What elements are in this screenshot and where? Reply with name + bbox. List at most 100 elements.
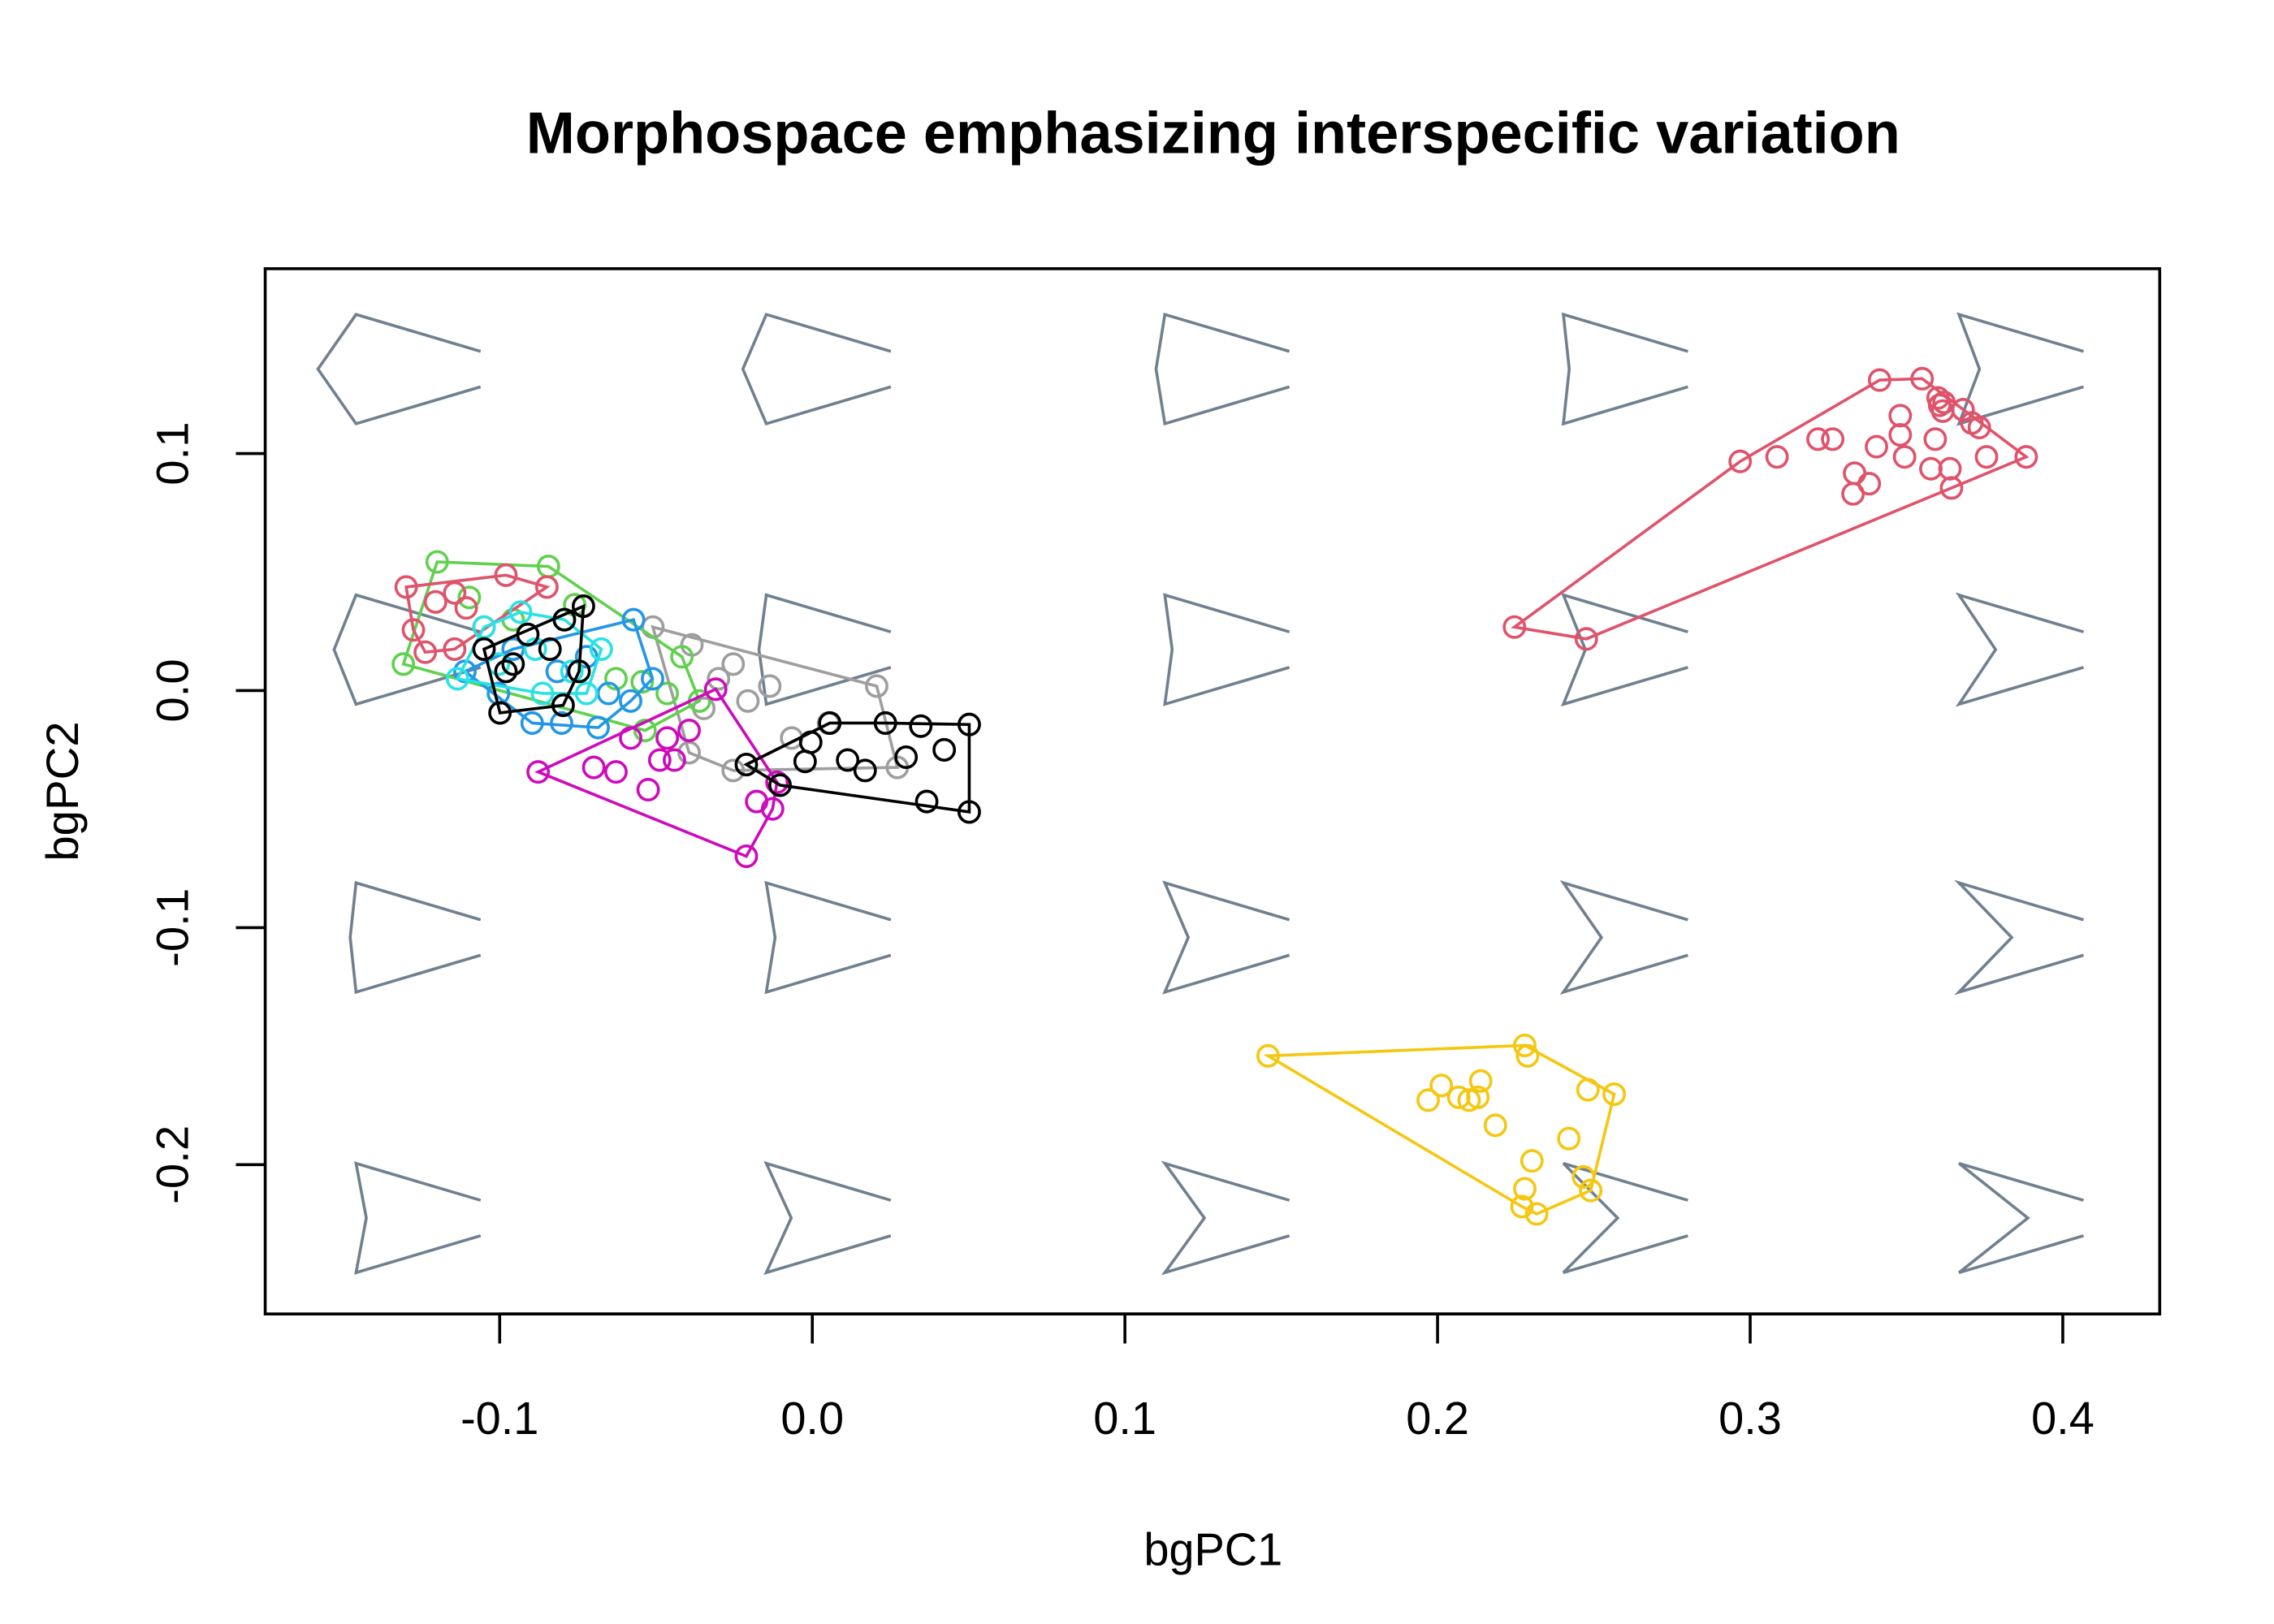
series-group — [394, 563, 559, 664]
point — [520, 710, 544, 736]
shape-glyphs — [316, 312, 2084, 1276]
point — [621, 607, 646, 632]
point — [604, 667, 628, 691]
shape-glyph — [741, 313, 892, 426]
point — [703, 677, 728, 702]
x-tick-label: 0.0 — [780, 1393, 844, 1444]
point — [494, 659, 518, 684]
point — [457, 585, 482, 610]
point — [655, 681, 680, 706]
point — [1974, 445, 1999, 469]
point — [1502, 615, 1527, 639]
point — [677, 718, 701, 743]
shape-glyph — [316, 313, 482, 425]
point — [894, 745, 919, 770]
point — [1520, 1149, 1544, 1173]
point — [1576, 1078, 1600, 1102]
point — [1416, 1088, 1440, 1112]
point — [633, 718, 657, 743]
point — [768, 773, 792, 797]
point — [1765, 445, 1789, 469]
point — [1466, 1085, 1490, 1109]
shape-glyph — [757, 593, 892, 706]
shape-glyph — [764, 880, 892, 995]
point — [526, 760, 551, 784]
point — [836, 748, 860, 772]
point — [721, 758, 746, 783]
point — [516, 622, 540, 646]
hull — [404, 573, 551, 654]
point — [445, 667, 469, 691]
point — [443, 581, 467, 605]
shape-glyph — [332, 593, 482, 706]
y-tick-label: -0.2 — [146, 1125, 197, 1204]
point — [655, 726, 680, 750]
point — [641, 667, 664, 691]
hull — [743, 721, 971, 814]
point — [1892, 445, 1917, 469]
point — [413, 640, 438, 664]
point — [677, 741, 701, 765]
point — [1910, 366, 1935, 391]
point — [734, 844, 759, 869]
shape-glyph — [354, 1161, 482, 1275]
shape-glyph — [1954, 879, 2084, 996]
point — [523, 637, 547, 661]
shape-glyph — [1163, 593, 1290, 706]
point — [1967, 415, 1991, 440]
point — [454, 596, 478, 620]
chart-title: Morphospace emphasizing interspecific va… — [526, 100, 1900, 166]
point — [488, 701, 512, 725]
point — [1510, 1194, 1534, 1219]
point — [853, 758, 877, 783]
y-tick-label: -0.1 — [146, 888, 197, 967]
point — [1483, 1113, 1507, 1138]
point — [508, 600, 533, 624]
point — [760, 797, 785, 821]
shape-glyph — [1559, 880, 1688, 996]
point — [1923, 427, 1948, 451]
point — [1728, 449, 1753, 473]
shape-glyph — [1957, 1161, 2084, 1275]
point — [736, 689, 760, 713]
point — [1256, 1043, 1280, 1068]
shape-glyph — [348, 880, 482, 995]
series-group — [1502, 366, 2038, 651]
x-tick-label: 0.2 — [1406, 1393, 1469, 1444]
point — [1524, 1202, 1549, 1226]
point — [589, 637, 613, 661]
point — [865, 674, 888, 698]
series-group — [734, 710, 981, 824]
point — [1571, 1164, 1596, 1190]
point — [1865, 434, 1888, 459]
point — [574, 645, 599, 669]
point — [1513, 1177, 1537, 1201]
point — [1867, 368, 1891, 392]
point — [619, 726, 642, 750]
point — [1806, 427, 1830, 451]
point — [1515, 1043, 1540, 1068]
point — [571, 594, 595, 619]
x-tick-label: 0.4 — [2031, 1393, 2095, 1444]
point — [734, 753, 759, 777]
shape-glyph — [1956, 312, 2084, 426]
point — [818, 710, 842, 736]
x-tick-label: -0.1 — [460, 1393, 538, 1444]
point — [798, 730, 823, 754]
point — [619, 689, 642, 713]
point — [1857, 472, 1882, 496]
point — [534, 575, 559, 599]
point — [560, 659, 584, 684]
point — [758, 674, 782, 698]
point — [567, 659, 591, 684]
point — [957, 800, 981, 824]
point — [1513, 1033, 1537, 1058]
point — [630, 670, 655, 694]
x-tick-label: 0.1 — [1093, 1393, 1156, 1444]
point — [604, 760, 628, 784]
point — [586, 715, 610, 740]
shape-glyph — [1161, 1160, 1290, 1276]
y-tick-label: 0.1 — [146, 421, 197, 485]
point — [636, 777, 660, 802]
point — [425, 550, 449, 574]
